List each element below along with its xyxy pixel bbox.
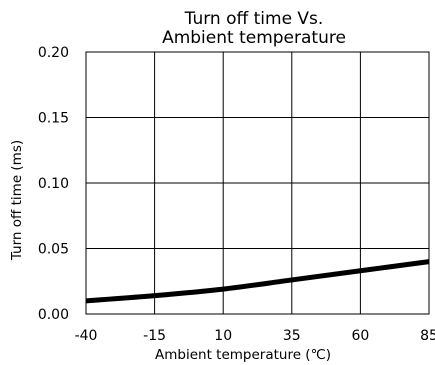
y-tick-label: 0.10 (38, 176, 69, 192)
chart-title-line-2: Ambient temperature (162, 28, 346, 48)
x-tick-label: 85 (420, 328, 435, 344)
x-tick-label: 60 (351, 328, 369, 344)
x-axis-label: Ambient temperature (℃) (155, 347, 331, 363)
chart-title: Turn off time Vs. Ambient temperature (162, 9, 346, 48)
y-tick-label: 0.00 (38, 307, 69, 323)
x-tick-label: 35 (283, 328, 301, 344)
y-tick-label: 0.20 (38, 45, 69, 61)
plot-frame (85, 51, 430, 315)
gridlines (85, 51, 430, 315)
y-axis-ticks: 0.00 0.05 0.10 0.15 0.20 (38, 45, 69, 323)
x-tick-label: -40 (75, 328, 98, 344)
x-axis-ticks: -40 -15 10 35 60 85 (75, 328, 435, 344)
x-tick-label: -15 (143, 328, 166, 344)
series-line-0 (85, 259, 430, 304)
y-tick-label: 0.05 (38, 242, 69, 258)
series-group (85, 259, 430, 304)
y-tick-label: 0.15 (38, 111, 69, 127)
chart-title-line-1: Turn off time Vs. (184, 9, 324, 29)
x-tick-label: 10 (214, 328, 232, 344)
y-axis-label: Turn off time (ms) (9, 140, 25, 261)
